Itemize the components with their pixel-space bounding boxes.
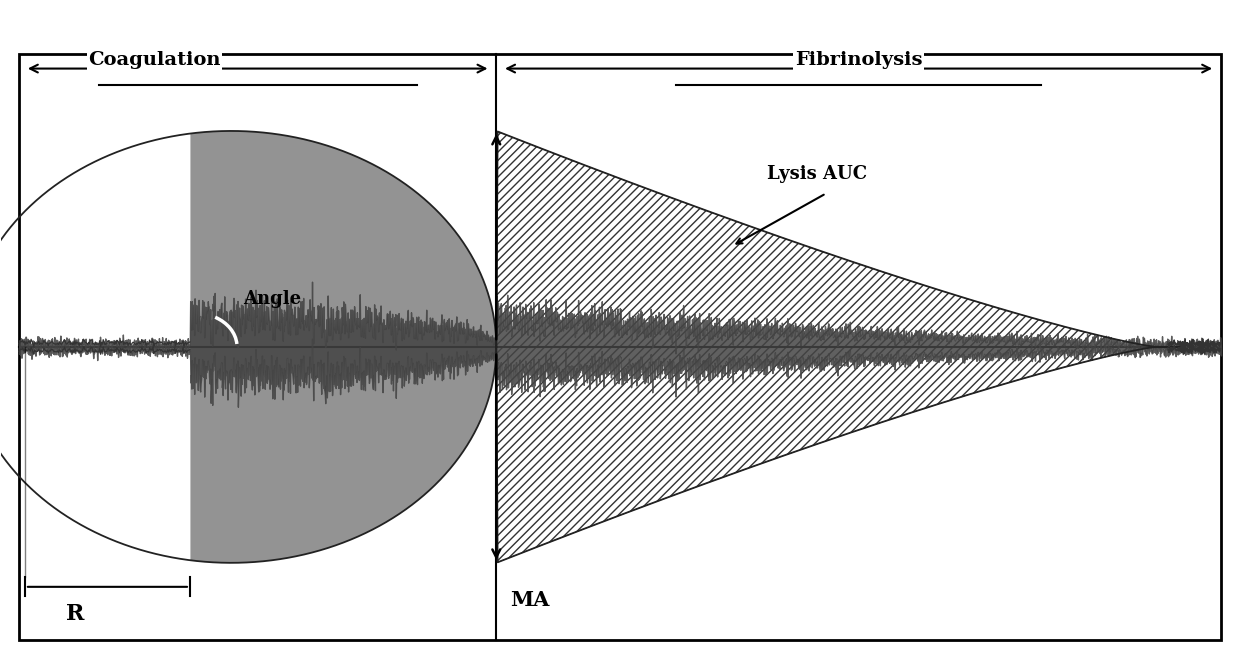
Text: Angle: Angle xyxy=(243,290,301,308)
Text: MA: MA xyxy=(511,590,549,610)
Bar xyxy=(19,54,1221,640)
Text: Coagulation: Coagulation xyxy=(88,51,221,68)
Text: R: R xyxy=(66,603,84,625)
Text: Lysis AUC: Lysis AUC xyxy=(768,165,868,183)
Text: Fibrinolysis: Fibrinolysis xyxy=(795,51,923,68)
